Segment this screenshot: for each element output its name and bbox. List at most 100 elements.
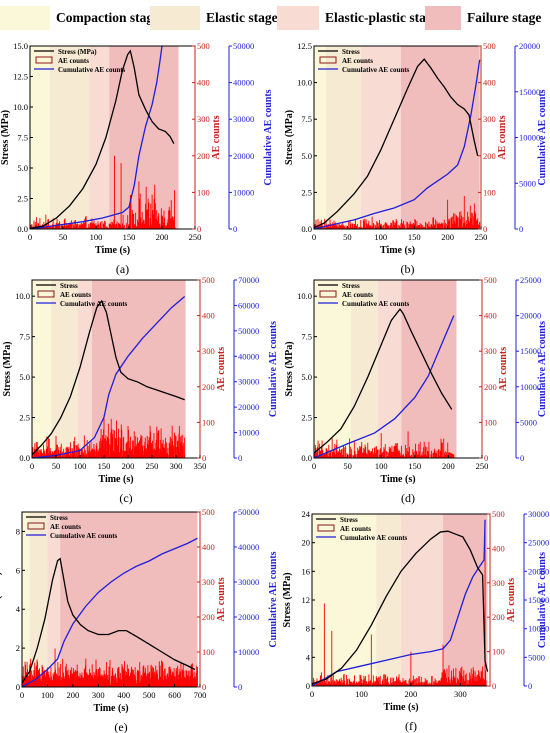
cumulative-tick-label: 70000 [238, 275, 259, 285]
ae-tick-label: 300 [202, 577, 215, 587]
cumulative-tick-label: 0 [528, 681, 532, 691]
ae-axis-label: AE counts [498, 347, 509, 391]
panel-label: (f) [405, 719, 417, 733]
stress-tick-label: 0.0 [19, 453, 30, 463]
cumulative-tick-label: 15000 [528, 595, 549, 605]
legend-ae-swatch [319, 56, 337, 64]
stage-legend-elastic-plastic: Elastic-plastic stage [277, 6, 439, 30]
ae-tick-label: 100 [483, 187, 496, 197]
panel-f: 0 4 8 12 16 20 24 Stress (MPa) 0 100 200 300 400 500 A… [282, 509, 549, 733]
stress-tick-label: 12 [302, 595, 311, 605]
stress-tick-label: 5.0 [19, 372, 30, 382]
ae-tick-label: 200 [197, 151, 210, 161]
legend-stress-label: Stress [342, 48, 360, 56]
ae-tick-label: 300 [197, 114, 210, 124]
x-tick-label: 250 [189, 232, 202, 242]
elastic-label: Elastic stage [206, 10, 278, 25]
legend-ae-swatch [319, 290, 337, 298]
stress-tick-label: 7.5 [301, 332, 312, 342]
panel-c: 0.0 2.5 5.0 7.5 10.0 Stress (MPa) 0 100 200 300 40… [2, 275, 279, 505]
stress-tick-label: 0 [16, 682, 20, 692]
ae-counts-bars [32, 415, 186, 458]
stage-band-2 [326, 46, 361, 229]
ae-tick-label: 200 [484, 382, 497, 392]
ae-tick-label: 500 [202, 507, 215, 517]
ae-axis-label: AE counts [211, 115, 222, 159]
legend-stress-label: Stress [50, 514, 68, 522]
cumulative-tick-label: 20000 [238, 612, 259, 622]
stress-line [311, 530, 489, 685]
stress-tick-label: 0.0 [301, 453, 312, 463]
cumulative-axis-label: Cumulative AE counts [263, 89, 274, 185]
stage-band-1 [314, 46, 327, 229]
cumulative-ae-line [21, 537, 198, 688]
cumulative-tick-label: 10000 [238, 428, 259, 438]
stage-band-3 [77, 280, 92, 458]
stage-legend-compaction: Compaction stage [0, 6, 159, 30]
x-axis-label: Time (s) [93, 703, 128, 714]
legend-cumulative-label: Cumulative AE counts [340, 534, 408, 542]
panel-b: 0.0 2.5 5.0 7.5 10.0 12.5 Stress (MPa) 0 100 200 3… [284, 41, 548, 276]
panel-d: 0.0 2.5 5.0 7.5 10.0 Stress (MPa) 0 100 200 300 40… [284, 275, 548, 505]
legend-ae-label: AE counts [50, 523, 81, 531]
cumulative-ae-line [311, 519, 486, 687]
x-tick-label: 150 [408, 461, 421, 471]
cumulative-tick-label: 30000 [238, 577, 259, 587]
ae-tick-label: 100 [484, 417, 497, 427]
legend-ae-label: AE counts [340, 525, 371, 533]
stage-legend-elastic: Elastic stage [150, 6, 278, 30]
x-tick-label: 0 [28, 232, 32, 242]
ae-tick-label: 400 [202, 542, 215, 552]
panel-label: (c) [119, 491, 132, 505]
x-tick-label: 150 [98, 461, 111, 471]
cumulative-ae-line [313, 315, 455, 459]
cumulative-tick-label: 0 [233, 224, 237, 234]
stage-band-1 [22, 512, 30, 687]
stress-tick-label: 2.5 [17, 194, 28, 204]
panel-label: (b) [401, 262, 415, 276]
cumulative-axis-label: Cumulative AE counts [537, 89, 548, 185]
ae-tick-label: 500 [492, 509, 505, 519]
stress-tick-label: 8 [306, 624, 310, 634]
stress-tick-label: 0 [306, 681, 310, 691]
ae-tick-label: 0 [492, 681, 496, 691]
ae-tick-label: 500 [202, 275, 215, 285]
cumulative-tick-label: 40000 [238, 542, 259, 552]
ae-tick-label: 400 [484, 311, 497, 321]
stress-axis-label: Stress (MPa) [282, 572, 293, 627]
compaction-swatch [0, 6, 50, 30]
x-tick-label: 100 [90, 232, 103, 242]
stress-tick-label: 5.0 [301, 372, 312, 382]
x-tick-label: 100 [374, 232, 387, 242]
cumulative-tick-label: 30000 [528, 509, 549, 519]
stage-band-3 [47, 512, 61, 687]
stage-band-2 [29, 512, 48, 687]
legend-cumulative-label: Cumulative AE counts [58, 66, 126, 74]
legend-stress-label: Stress (MPa) [58, 48, 97, 56]
cumulative-tick-label: 5000 [519, 178, 536, 188]
stage-band-4 [400, 46, 480, 229]
ae-tick-label: 0 [483, 224, 487, 234]
stage-band-3 [377, 280, 402, 458]
stress-tick-label: 12.5 [297, 41, 312, 51]
stress-tick-label: 10.0 [297, 291, 312, 301]
stress-tick-label: 12.5 [13, 72, 28, 82]
elastic-plastic-swatch [277, 6, 319, 30]
x-tick-label: 700 [194, 690, 207, 700]
cumulative-tick-label: 15000 [520, 346, 541, 356]
stage-legend-failure: Failure stage [425, 6, 541, 30]
x-axis-label: Time (s) [383, 702, 418, 713]
stress-tick-label: 16 [302, 566, 311, 576]
cumulative-tick-label: 40000 [238, 351, 259, 361]
ae-axis-label: AE counts [216, 347, 227, 391]
legend-ae-label: AE counts [58, 57, 89, 65]
ae-tick-label: 200 [492, 612, 505, 622]
stress-tick-label: 10.0 [15, 291, 30, 301]
stress-line [313, 58, 479, 229]
legend-ae-swatch [37, 290, 55, 298]
ae-tick-label: 100 [202, 647, 215, 657]
stress-tick-label: 5.0 [17, 163, 28, 173]
